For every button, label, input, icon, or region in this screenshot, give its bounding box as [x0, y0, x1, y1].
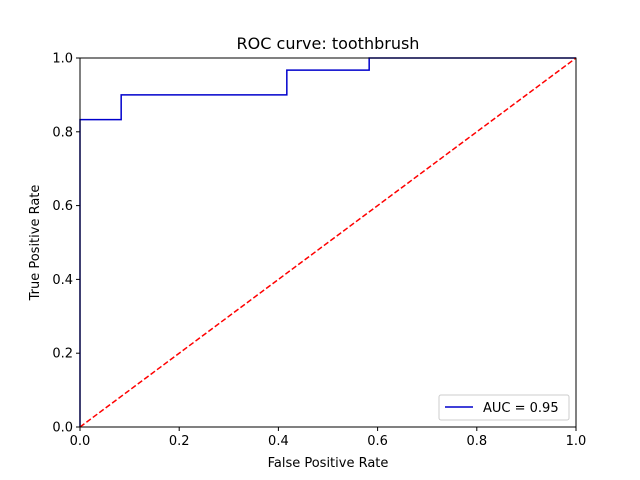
x-axis-label: False Positive Rate	[268, 456, 389, 471]
x-tick-label: 0.6	[367, 434, 388, 449]
x-tick-label: 0.2	[169, 434, 190, 449]
x-tick-label: 0.0	[70, 434, 91, 449]
legend: AUC = 0.95	[438, 394, 570, 421]
y-tick-label: 0.8	[52, 125, 73, 140]
y-tick-label: 0.6	[52, 199, 73, 214]
x-tick-label: 1.0	[566, 434, 587, 449]
y-tick-label: 0.4	[52, 273, 73, 288]
chart-title: ROC curve: toothbrush	[237, 34, 420, 53]
plot-area: 0.0 0.2 0.4 0.6 0.8 1.0 0.0 0.2 0.4 0.6 0.8 1.0	[52, 52, 586, 450]
x-tick-label: 0.8	[466, 434, 487, 449]
y-tick-label: 0.2	[52, 347, 73, 362]
x-tick-label: 0.4	[268, 434, 289, 449]
y-axis-label: True Positive Rate	[28, 185, 43, 302]
axes-frame	[79, 57, 577, 428]
y-tick-label: 0.0	[52, 421, 73, 436]
legend-label-auc: AUC = 0.95	[483, 401, 559, 416]
chance-diagonal-line	[79, 57, 577, 428]
legend-box	[438, 394, 570, 421]
roc-curve-line	[79, 57, 576, 427]
y-tick-label: 1.0	[52, 52, 73, 67]
